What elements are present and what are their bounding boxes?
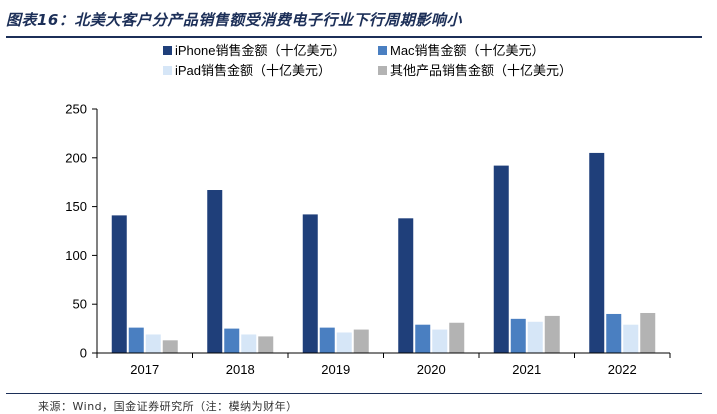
y-tick-label: 200: [65, 150, 87, 165]
x-tick-label: 2017: [130, 362, 159, 377]
bar-1-2022: [606, 313, 622, 353]
legend: iPhone销售金额（十亿美元） Mac销售金额（十亿美元） iPad销售金额（十亿…: [163, 43, 572, 78]
bar-1-2019: [319, 327, 335, 353]
legend-swatch-1: [378, 46, 387, 55]
bar-2-2020: [432, 329, 448, 353]
legend-swatch-2: [163, 66, 172, 75]
y-axis: 0 50 100 150 200 250: [65, 102, 98, 361]
legend-swatch-3: [378, 66, 387, 75]
bar-2-2018: [241, 334, 257, 353]
bar-0-2021: [493, 165, 509, 353]
bar-3-2018: [258, 336, 274, 353]
x-tick-label: 2021: [512, 362, 541, 377]
bar-3-2020: [449, 322, 465, 353]
bar-0-2022: [589, 152, 605, 353]
footer-rule: [6, 393, 702, 394]
bar-0-2017: [111, 215, 127, 353]
legend-label-2: iPad销售金额（十亿美元）: [175, 63, 331, 78]
legend-label-3: 其他产品销售金额（十亿美元）: [390, 63, 572, 78]
legend-swatch-0: [163, 46, 172, 55]
bar-2-2022: [623, 324, 639, 353]
bar-chart: iPhone销售金额（十亿美元） Mac销售金额（十亿美元） iPad销售金额（十亿…: [65, 43, 671, 377]
bar-3-2017: [162, 340, 178, 353]
x-tick-label: 2019: [321, 362, 350, 377]
y-tick-label: 50: [73, 297, 87, 312]
title-rule: [6, 36, 702, 38]
bar-2-2017: [145, 334, 161, 353]
bar-3-2021: [544, 315, 560, 353]
x-tick-label: 2022: [608, 362, 637, 377]
x-axis: 2017 2018 2019 2020 2021 2022: [96, 352, 671, 377]
y-tick-label: 0: [80, 346, 87, 361]
bar-0-2019: [302, 214, 318, 353]
y-tick-label: 250: [65, 102, 87, 117]
y-tick-label: 150: [65, 199, 87, 214]
legend-label-1: Mac销售金额（十亿美元）: [390, 43, 545, 58]
bar-3-2019: [353, 329, 369, 353]
x-tick-label: 2020: [417, 362, 446, 377]
figure-title: 图表16：北美大客户分产品销售额受消费电子行业下行周期影响小: [6, 11, 462, 29]
bar-2-2019: [336, 332, 352, 353]
bar-1-2017: [128, 327, 144, 353]
bar-1-2020: [415, 324, 431, 353]
bar-0-2020: [398, 218, 414, 353]
y-tick-label: 100: [65, 248, 87, 263]
bar-1-2021: [510, 318, 526, 353]
bar-0-2018: [207, 190, 223, 353]
bar-3-2022: [640, 312, 656, 353]
bars: [111, 152, 656, 353]
bar-1-2018: [224, 328, 240, 353]
bar-2-2021: [527, 321, 543, 353]
legend-label-0: iPhone销售金额（十亿美元）: [175, 43, 345, 58]
x-tick-label: 2018: [226, 362, 255, 377]
source-note: 来源：Wind，国金证券研究所（注：模纳为财年）: [38, 400, 298, 413]
